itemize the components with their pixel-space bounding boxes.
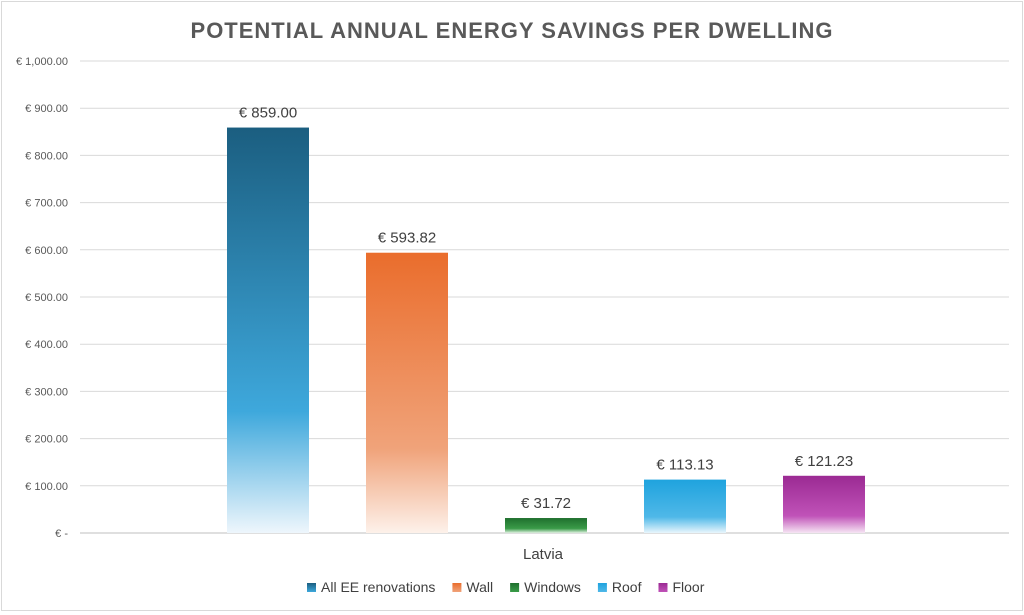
y-tick-label: € -: [55, 528, 68, 540]
data-label: € 113.13: [656, 457, 713, 474]
bar-windows: [505, 518, 587, 533]
legend-swatch: [452, 583, 462, 592]
y-tick-label: € 700.00: [25, 198, 68, 210]
bar-roof: [644, 479, 726, 533]
legend-swatch: [307, 583, 316, 592]
bar-all-ee-renovations: [227, 127, 309, 533]
y-tick-label: € 1,000.00: [16, 56, 68, 68]
data-label: € 859.00: [239, 105, 297, 122]
y-tick-label: € 600.00: [25, 245, 68, 257]
y-tick-label: € 900.00: [25, 103, 68, 115]
legend-swatch: [658, 583, 668, 592]
y-tick-label: € 100.00: [25, 481, 68, 493]
legend-label: All EE renovations: [321, 579, 435, 595]
y-tick-label: € 300.00: [25, 386, 68, 398]
x-category-label: Latvia: [523, 546, 564, 563]
bars: [227, 127, 865, 533]
bar-wall: [366, 252, 448, 533]
data-labels: € 859.00 € 593.82 € 31.72 € 113.13 € 121.23: [239, 105, 853, 512]
y-tick-label: € 800.00: [25, 150, 68, 162]
gridlines: [80, 60, 1009, 534]
legend-label: Floor: [672, 579, 704, 595]
legend-label: Windows: [524, 579, 581, 595]
y-tick-label: € 400.00: [25, 339, 68, 351]
legend-swatch: [597, 583, 607, 592]
legend: All EE renovations Wall Windows Roof Floor: [307, 579, 705, 595]
data-label: € 593.82: [378, 230, 436, 247]
data-label: € 31.72: [521, 495, 571, 512]
y-tick-label: € 500.00: [25, 292, 68, 304]
legend-swatch: [510, 583, 520, 592]
chart-title: POTENTIAL ANNUAL ENERGY SAVINGS PER DWEL…: [191, 18, 834, 43]
y-axis-tick-labels: € - € 100.00 € 200.00 € 300.00 € 400.00 € 500…: [16, 56, 68, 540]
bar-floor: [783, 475, 865, 533]
data-label: € 121.23: [795, 453, 853, 470]
legend-label: Roof: [612, 579, 642, 595]
legend-label: Wall: [466, 579, 493, 595]
y-tick-label: € 200.00: [25, 434, 68, 446]
